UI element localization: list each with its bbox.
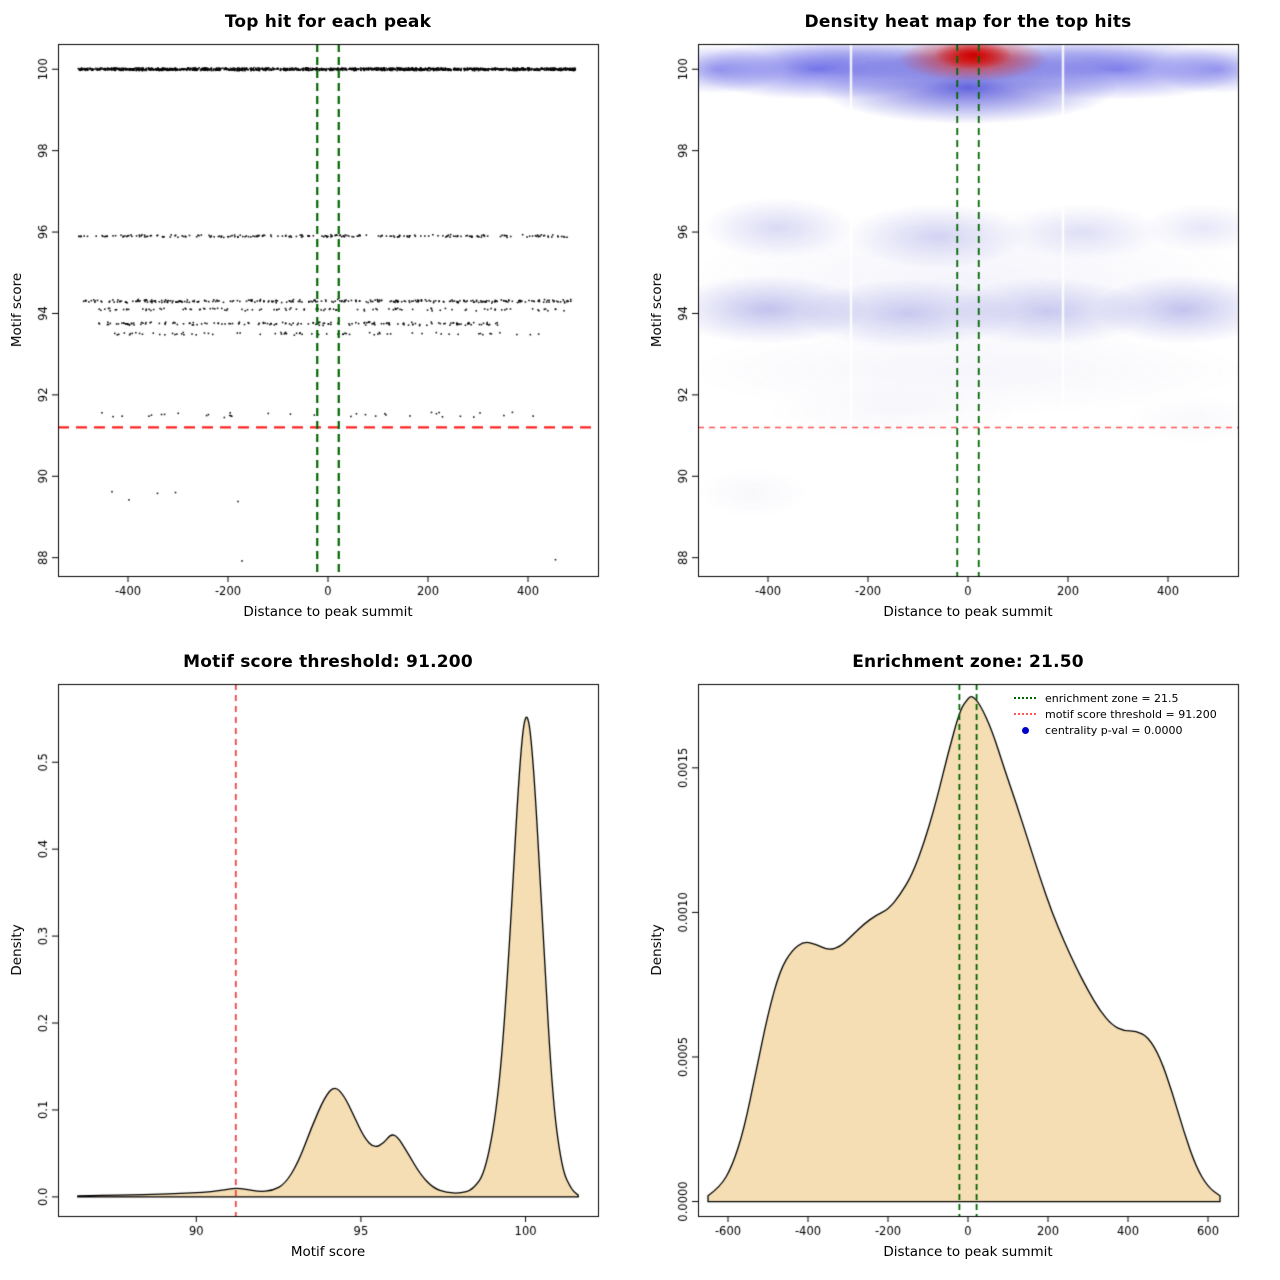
heatmap-canvas bbox=[640, 0, 1280, 640]
x-axis-label: Distance to peak summit bbox=[883, 604, 1053, 620]
legend-label: centrality p-val = 0.0000 bbox=[1045, 723, 1183, 737]
panel-distance-density: Enrichment zone: 21.50 Distance to peak … bbox=[640, 640, 1280, 1280]
dotted-line-icon bbox=[1008, 713, 1042, 715]
score-density-canvas bbox=[0, 640, 640, 1280]
chart-title: Top hit for each peak bbox=[224, 12, 432, 32]
distance-density-canvas bbox=[640, 640, 1280, 1280]
scatter-plot-canvas bbox=[0, 0, 640, 640]
x-axis-label: Distance to peak summit bbox=[243, 604, 413, 620]
panel-score-density: Motif score threshold: 91.200 Motif scor… bbox=[0, 640, 640, 1280]
legend-label: enrichment zone = 21.5 bbox=[1045, 691, 1179, 705]
y-axis-label: Density bbox=[649, 924, 665, 976]
y-axis-label: Motif score bbox=[649, 272, 665, 348]
legend-item-score-threshold: motif score threshold = 91.200 bbox=[1008, 706, 1217, 722]
dotted-line-icon bbox=[1008, 697, 1042, 699]
x-axis-label: Motif score bbox=[290, 1244, 366, 1260]
legend-item-enrichment-zone: enrichment zone = 21.5 bbox=[1008, 690, 1217, 706]
legend-label: motif score threshold = 91.200 bbox=[1045, 707, 1217, 721]
chart-title: Enrichment zone: 21.50 bbox=[852, 652, 1084, 672]
y-axis-label: Motif score bbox=[9, 272, 25, 348]
y-axis-label: Density bbox=[9, 924, 25, 976]
legend: enrichment zone = 21.5 motif score thres… bbox=[1008, 690, 1217, 738]
chart-title: Motif score threshold: 91.200 bbox=[183, 652, 473, 672]
panel-top-hit-scatter: Top hit for each peak Distance to peak s… bbox=[0, 0, 640, 640]
legend-item-centrality-pval: centrality p-val = 0.0000 bbox=[1008, 722, 1217, 738]
panel-density-heatmap: Density heat map for the top hits Distan… bbox=[640, 0, 1280, 640]
x-axis-label: Distance to peak summit bbox=[883, 1244, 1053, 1260]
point-marker-icon bbox=[1008, 726, 1042, 734]
chart-title: Density heat map for the top hits bbox=[804, 12, 1132, 32]
